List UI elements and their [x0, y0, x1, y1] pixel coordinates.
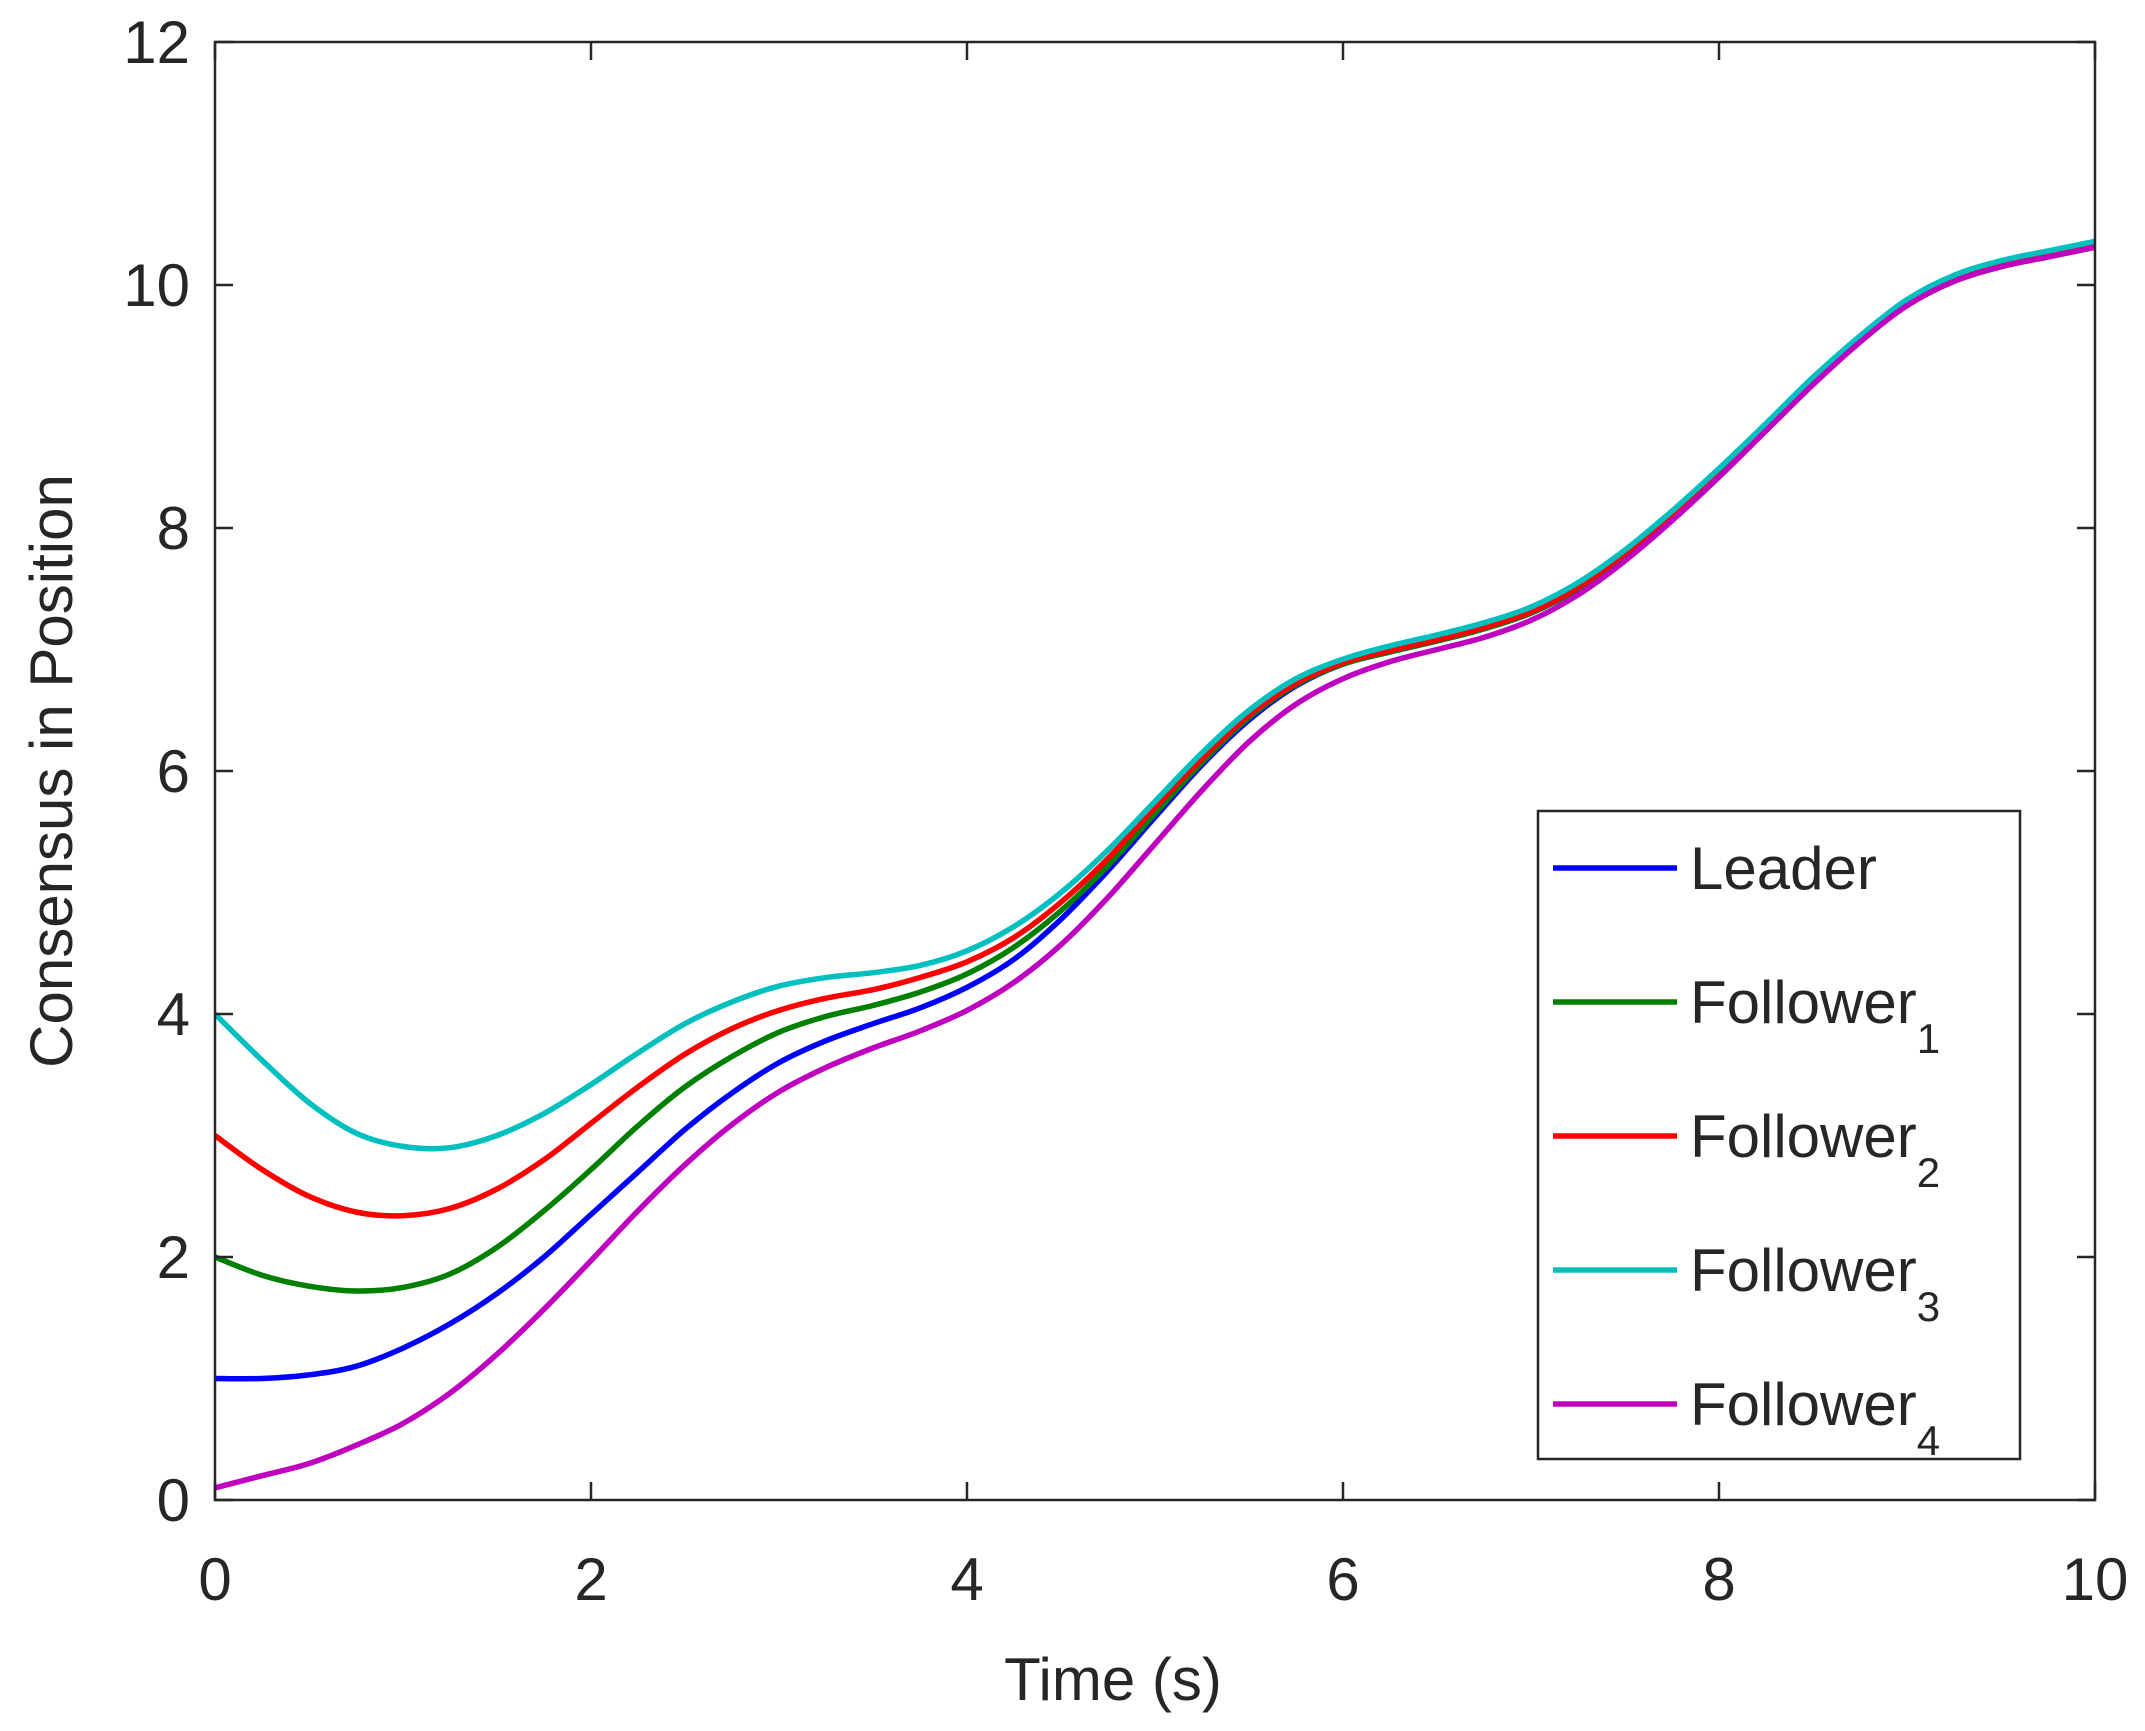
x-tick-label: 8	[1702, 1546, 1735, 1613]
x-tick-label: 2	[574, 1546, 607, 1613]
x-tick-label: 0	[198, 1546, 231, 1613]
plot-frame	[213, 40, 2097, 1502]
series-line-follower-4	[214, 244, 2096, 1491]
y-tick-label: 8	[157, 495, 190, 562]
y-tick-label: 0	[157, 1467, 190, 1534]
series-line-follower-3	[213, 238, 2096, 1152]
x-axis-label: Time (s)	[1004, 1646, 1222, 1713]
y-tick-label: 2	[157, 1224, 190, 1291]
legend-subscript: 1	[1917, 1015, 1940, 1062]
y-tick-label: 4	[157, 981, 190, 1048]
y-tick-label: 6	[157, 738, 190, 805]
series-layer	[213, 238, 2096, 1491]
legend-subscript: 4	[1917, 1417, 1940, 1464]
y-tick-label: 12	[123, 9, 190, 76]
x-tick-label: 4	[950, 1546, 983, 1613]
legend-subscript: 2	[1917, 1149, 1940, 1196]
x-tick-label: 10	[2062, 1546, 2129, 1613]
legend-label-leader: Leader	[1690, 835, 1877, 902]
y-tick-label: 10	[123, 252, 190, 319]
legend-subscript: 3	[1917, 1283, 1940, 1330]
x-tick-label: 6	[1326, 1546, 1359, 1613]
y-axis-label: Consensus in Position	[18, 474, 85, 1068]
legend: LeaderFollower1Follower2Follower3Followe…	[1536, 809, 2022, 1464]
